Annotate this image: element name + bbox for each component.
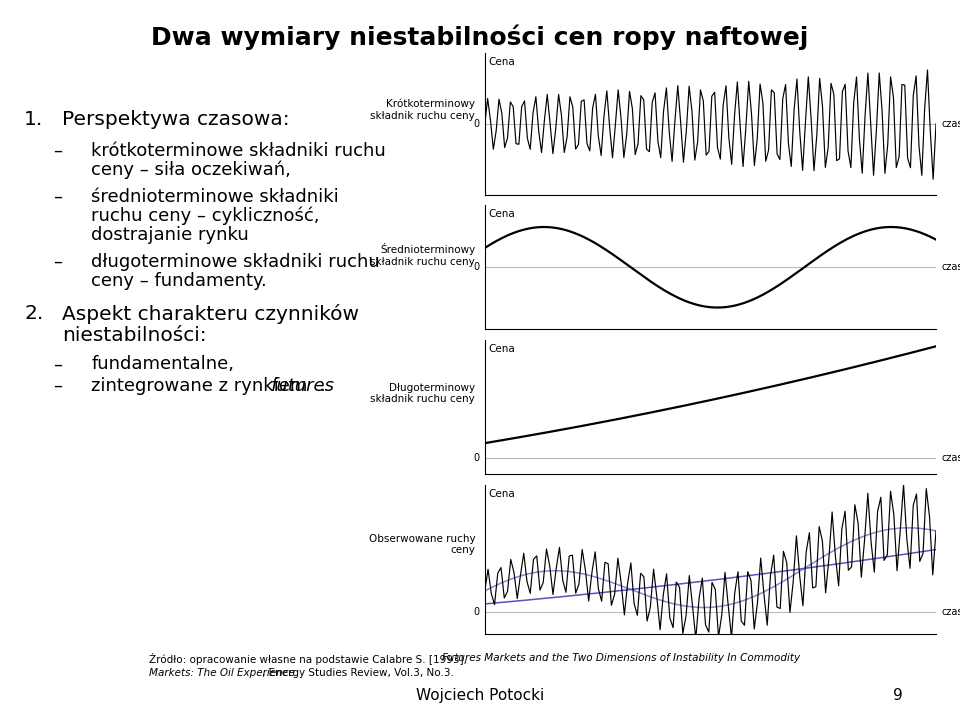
Text: , Energy Studies Review, Vol.3, No.3.: , Energy Studies Review, Vol.3, No.3.: [262, 668, 454, 678]
Text: Aspekt charakteru czynników: Aspekt charakteru czynników: [62, 304, 359, 324]
Text: fundamentalne,: fundamentalne,: [91, 355, 234, 373]
Text: czas: czas: [942, 262, 960, 273]
Text: Cena: Cena: [489, 209, 516, 219]
Text: Markets: The Oil Experience: Markets: The Oil Experience: [149, 668, 295, 678]
Text: Futures Markets and the Two Dimensions of Instability In Commodity: Futures Markets and the Two Dimensions o…: [442, 653, 800, 663]
Text: Dwa wymiary niestabilności cen ropy naftowej: Dwa wymiary niestabilności cen ropy naft…: [152, 25, 808, 50]
Text: –: –: [53, 377, 61, 394]
Text: –: –: [53, 253, 61, 270]
Text: ceny – fundamenty.: ceny – fundamenty.: [91, 272, 267, 290]
Text: 1.: 1.: [24, 110, 43, 129]
Text: Cena: Cena: [489, 489, 516, 499]
Text: krótkoterminowe składniki ruchu: krótkoterminowe składniki ruchu: [91, 142, 386, 159]
Text: 0: 0: [473, 119, 479, 129]
Text: Obserwowane ruchy
ceny: Obserwowane ruchy ceny: [369, 534, 475, 555]
Text: –: –: [53, 188, 61, 205]
Text: średnioterminowe składniki: średnioterminowe składniki: [91, 188, 339, 205]
Text: Średnioterminowy
składnik ruchu ceny: Średnioterminowy składnik ruchu ceny: [371, 243, 475, 267]
Text: Cena: Cena: [489, 57, 516, 67]
Text: niestabilności:: niestabilności:: [62, 326, 207, 345]
Text: 0: 0: [473, 453, 479, 463]
Text: Perspektywa czasowa:: Perspektywa czasowa:: [62, 110, 290, 129]
Text: czas: czas: [942, 453, 960, 463]
Text: ceny – siła oczekiwań,: ceny – siła oczekiwań,: [91, 161, 291, 179]
Text: ruchu ceny – cykliczność,: ruchu ceny – cykliczność,: [91, 207, 320, 225]
Text: –: –: [53, 142, 61, 159]
Text: 9: 9: [893, 688, 902, 703]
Text: Cena: Cena: [489, 344, 516, 354]
Text: zintegrowane z rynkiem: zintegrowane z rynkiem: [91, 377, 313, 394]
Text: dostrajanie rynku: dostrajanie rynku: [91, 226, 249, 244]
Text: futures: futures: [271, 377, 335, 394]
Text: Wojciech Potocki: Wojciech Potocki: [416, 688, 544, 703]
Text: 2.: 2.: [24, 304, 43, 324]
Text: długoterminowe składniki ruchu: długoterminowe składniki ruchu: [91, 253, 380, 270]
Text: 0: 0: [473, 607, 479, 617]
Text: czas: czas: [942, 119, 960, 129]
Text: Długoterminowy
składnik ruchu ceny: Długoterminowy składnik ruchu ceny: [371, 383, 475, 404]
Text: 0: 0: [473, 262, 479, 273]
Text: czas: czas: [942, 607, 960, 617]
Text: Krótkoterminowy
składnik ruchu ceny: Krótkoterminowy składnik ruchu ceny: [371, 98, 475, 121]
Text: Źródło: opracowanie własne na podstawie Calabre S. [1993],: Źródło: opracowanie własne na podstawie …: [149, 653, 470, 665]
Text: .: .: [319, 377, 324, 394]
Text: –: –: [53, 355, 61, 373]
